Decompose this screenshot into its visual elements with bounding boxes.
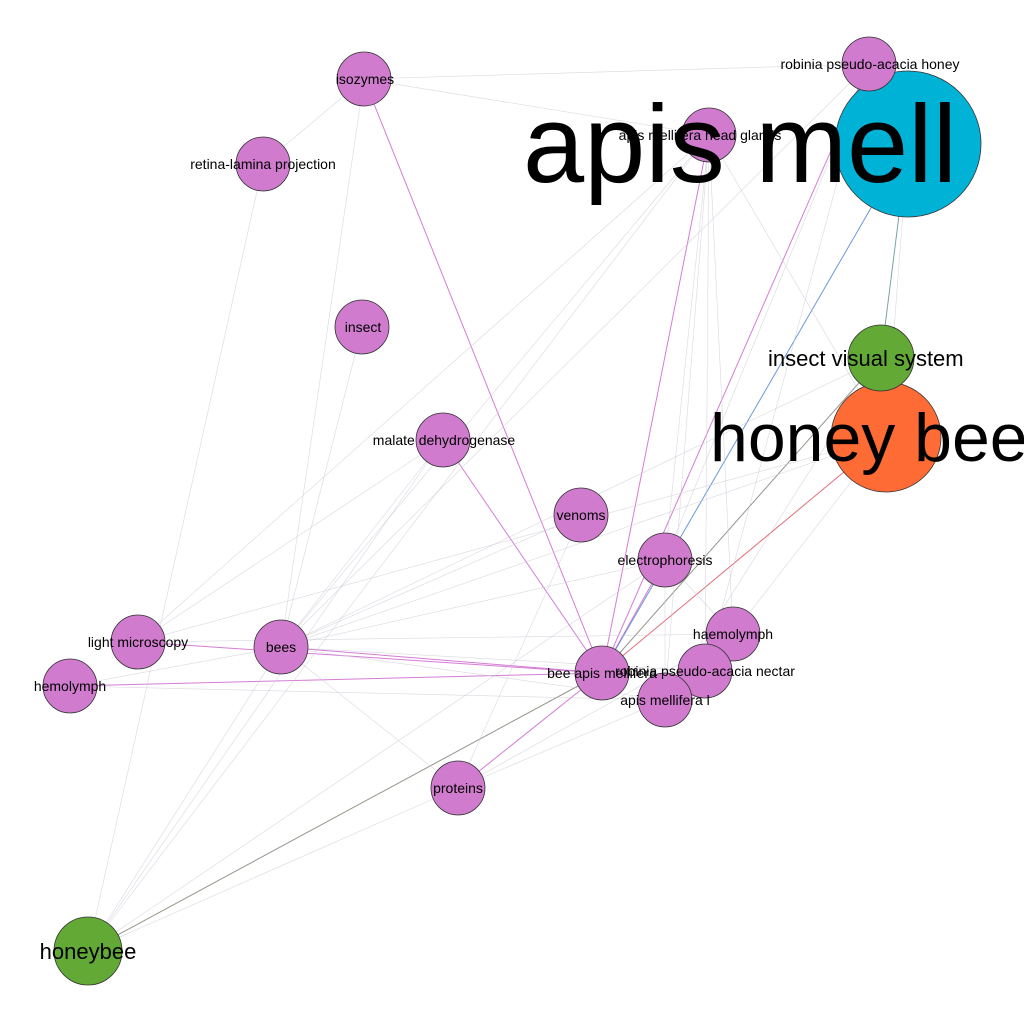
edge-venoms-proteins [457,514,582,789]
edge-bees-proteins [280,646,459,789]
edge-robinia-honey-bees [280,63,870,648]
edge-apis-mellifera-l-proteins [457,699,666,789]
edge-apis-head-glands-apis-mellifera-l [664,134,710,701]
edge-bees-robinia-nectar [280,646,706,672]
node-label-haemolymph: haemolymph [693,626,773,642]
labels-layer: apis mell honey bee insect visual system ho… [34,56,1024,964]
edge-bee-apis-proteins [457,672,603,789]
node-label-retina-lamina-projection: retina-lamina projection [190,156,336,172]
edge-insect-bees [280,326,363,648]
node-label-hemolymph: hemolymph [34,678,106,694]
edge-honeybee-bee-apis [87,672,603,952]
node-label-electrophoresis: electrophoresis [618,552,713,568]
node-label-honeybee: honeybee [40,939,137,964]
node-bee-apis-mellifera [574,645,630,701]
node-electrophoresis [637,532,693,588]
edge-isozymes-robinia-honey [363,63,870,80]
node-label-apis-mellifera-l: apis mellifera l [620,692,709,708]
node-robinia-pseudo-acacia-honey [841,36,897,92]
edge-bee-apis-insect-visual-system [601,357,882,674]
edge-bee-apis-light-microscopy [137,641,603,674]
edge-bee-apis-hemolymph [69,672,603,687]
node-venoms [553,487,609,543]
edge-apis-head-glands-electrophoresis [664,134,710,561]
node-bees [253,619,309,675]
node-label-bee-apis-mellifera: bee apis mellifera [547,665,657,681]
node-apis-mellifera-l [637,672,693,728]
nodes-layer [42,36,982,986]
node-label-apis-mell: apis mell [523,83,957,206]
edge-apis-head-glands-light-microscopy [137,134,710,643]
node-label-bees: bees [266,639,296,655]
node-label-venoms: venoms [556,507,605,523]
edge-honey-bee-light-microscopy [137,436,887,643]
edge-apis-head-glands-honey-bee [708,134,887,438]
node-insect [334,299,390,355]
edge-electrophoresis-bees [280,559,666,648]
edge-malate-bees [280,439,444,648]
node-robinia-pseudo-acacia-nectar [677,643,733,699]
edge-hemolymph-apis-mellifera-l [69,685,666,701]
edge-honeybee-retina [87,163,264,952]
edge-electrophoresis-honeybee [87,559,666,952]
node-label-robinia-pseudo-acacia-nectar: robinia pseudo-acacia nectar [615,663,795,679]
node-label-insect-visual-system: insect visual system [768,346,964,371]
node-label-insect: insect [345,319,382,335]
node-apis-mell [834,70,982,218]
edge-honeybee-malate [87,439,444,952]
node-honeybee [53,916,123,986]
node-malate-dehydrogenase [415,412,471,468]
node-label-isozymes: isozymes [336,71,394,87]
node-retina-lamina-projection [235,136,291,192]
edge-honeybee-proteins [87,787,459,952]
node-label-light-microscopy: light microscopy [88,634,188,650]
node-isozymes [336,51,392,107]
node-label-apis-mellifera-head-glands: apis mellifera head glands [619,127,782,143]
edge-isozymes-bees [280,78,365,648]
edge-bee-apis-malate [442,439,603,674]
node-label-robinia-pseudo-acacia-honey: robinia pseudo-acacia honey [780,56,959,72]
edge-bee-apis-bees [280,646,603,674]
node-label-honey-bee: honey bee [710,400,1024,476]
edge-bee-apis-honey-bee [601,436,887,674]
node-insect-visual-system [847,324,915,392]
edge-bee-apis-isozymes [363,78,603,674]
edge-venoms-bees [280,514,582,648]
edge-malate-light-microscopy [137,439,444,643]
node-apis-mellifera-head-glands [681,107,737,163]
edge-light-microscopy-haemolymph [137,633,734,643]
edge-apis-head-glands-haemolymph [708,134,734,635]
node-light-microscopy [110,614,166,670]
edge-isozymes-apis-head-glands [363,78,710,136]
node-hemolymph [42,658,98,714]
edge-bee-apis-apis-mell [601,143,909,674]
node-proteins [430,760,486,816]
node-label-proteins: proteins [433,780,483,796]
edge-honeybee-bees [87,646,282,952]
edge-honeybee-apis-head-glands [87,134,710,952]
node-haemolymph [705,606,761,662]
edge-apis-head-glands-bees [280,134,710,648]
node-label-malate-dehydrogenase: malate dehydrogenase [373,432,516,448]
edge-apis-head-glands-robinia-nectar [704,134,710,672]
edge-bees-hemolymph [69,646,282,687]
edge-bee-apis-apis-head-glands [601,134,710,674]
